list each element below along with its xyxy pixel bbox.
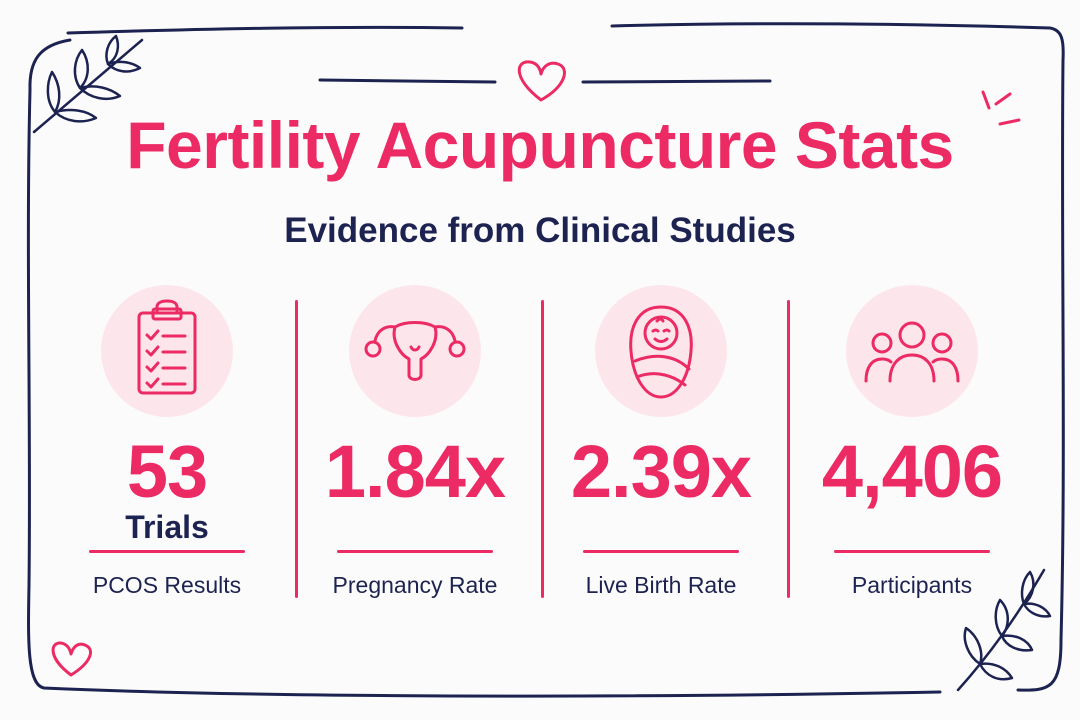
stat-unit: Trials [125,509,209,545]
page-subtitle: Evidence from Clinical Studies [284,211,796,250]
stat-card-participants: 4,406 Participants [790,285,1034,597]
stat-underline [337,550,493,553]
leaf-branch-icon [32,34,144,134]
icon-circle [846,285,978,417]
stat-underline [834,550,990,553]
stat-value: 1.84x [324,430,506,513]
column-divider [787,300,790,598]
column-divider [541,300,544,598]
people-group-icon [864,321,960,383]
stat-label: PCOS Results [92,572,242,598]
stat-card-live-birth-rate: 2.39x Live Birth Rate [539,285,783,597]
clipboard-checklist-icon [137,299,197,395]
stat-label: Participants [851,572,973,598]
stat-label: Live Birth Rate [585,572,737,598]
uterus-icon [364,321,466,381]
swaddled-baby-icon [629,305,693,399]
stat-card-pregnancy-rate: 1.84x Pregnancy Rate [293,285,537,597]
stat-value: 4,406 [821,430,1003,513]
stat-underline [583,550,739,553]
heart-icon [517,60,566,102]
leaf-branch-icon [956,568,1052,692]
icon-circle [101,285,233,417]
stat-value: 53 [126,430,208,513]
icon-circle [349,285,481,417]
sparkle-lines-icon [981,90,1021,126]
stat-value: 2.39x [570,430,752,513]
stat-label: Pregnancy Rate [332,572,498,598]
heart-icon [51,641,92,677]
column-divider [295,300,298,598]
icon-circle [595,285,727,417]
page-title: Fertility Acupuncture Stats [126,108,954,182]
stat-card-pcos-results: 53 Trials PCOS Results [45,285,289,597]
stat-underline [89,550,245,553]
